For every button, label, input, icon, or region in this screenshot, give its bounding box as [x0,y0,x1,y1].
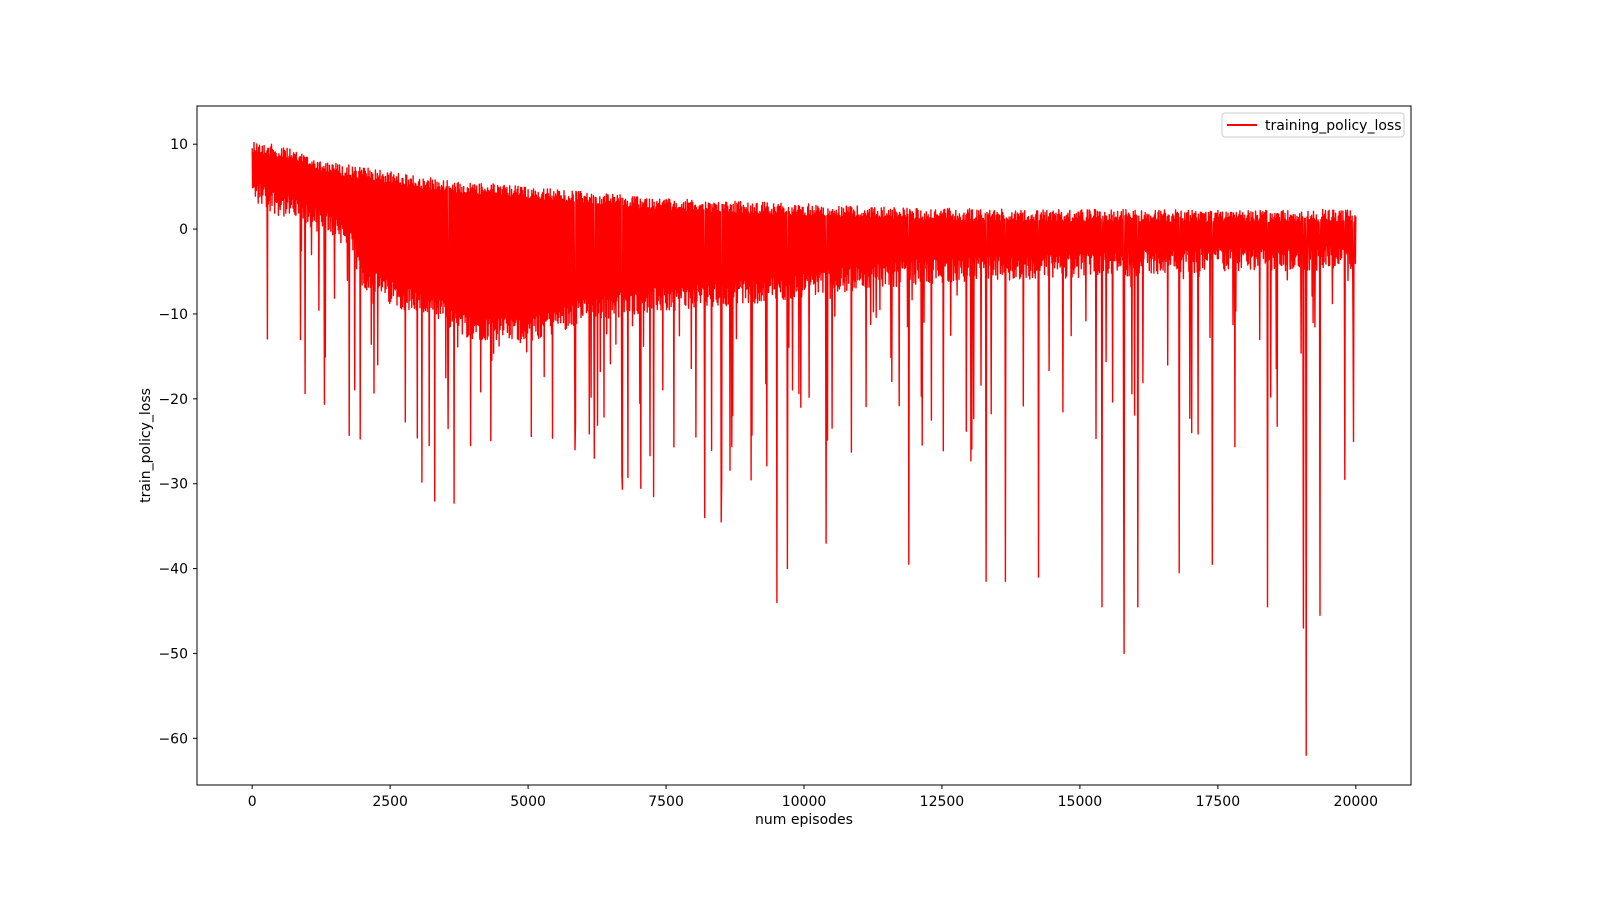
y-axis-label: train_policy_loss [138,388,154,503]
y-tick-label: −50 [158,646,188,662]
x-tick-label: 20000 [1334,794,1379,810]
y-tick-label: −60 [158,731,188,747]
x-tick-label: 7500 [648,794,684,810]
x-tick-label: 12500 [920,794,965,810]
axes-frame [196,105,1412,786]
x-tick-label: 2500 [372,794,408,810]
legend: training_policy_loss [1221,112,1405,138]
plot-area [251,141,1357,756]
axis-ticks: 0 2500 5000 7500 10000 12500 15000 17500 20000 10… [158,137,1378,810]
x-axis-label: num episodes [755,812,853,828]
legend-entry-training-policy-loss: training_policy_loss [1265,118,1402,134]
y-tick-label: 10 [170,137,188,153]
x-tick-label: 17500 [1196,794,1241,810]
y-tick-label: −10 [158,307,188,323]
y-tick-label: −20 [158,392,188,408]
x-tick-label: 10000 [782,794,827,810]
series-line-training-policy-loss [251,141,1357,756]
x-tick-label: 0 [248,794,257,810]
y-tick-label: −40 [158,562,188,578]
y-tick-label: 0 [179,222,188,238]
x-tick-label: 15000 [1058,794,1103,810]
y-tick-label: −30 [158,477,188,493]
legend-box [1221,112,1405,138]
x-tick-label: 5000 [510,794,546,810]
